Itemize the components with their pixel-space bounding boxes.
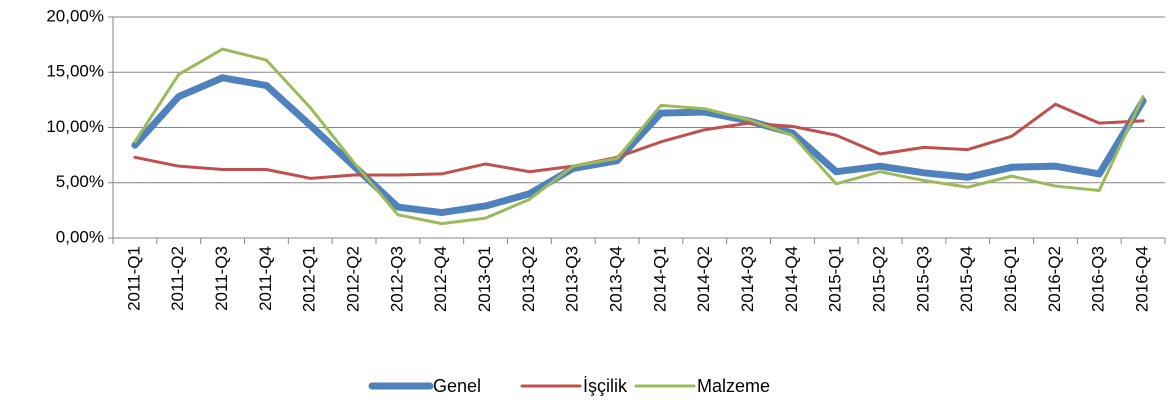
series-line [133, 102, 1145, 180]
x-tick-label: 2015-Q2 [870, 246, 889, 312]
legend-label: İşçilik [583, 376, 628, 396]
x-tick-label: 2015-Q4 [957, 246, 976, 312]
x-tick-label: 2012-Q3 [387, 246, 406, 312]
x-tick-label: 2016-Q1 [1001, 246, 1020, 312]
y-tick-label: 5,00% [56, 172, 104, 191]
x-tick-label: 2013-Q1 [475, 246, 494, 312]
x-tick-label: 2013-Q2 [519, 246, 538, 312]
y-tick-label: 15,00% [46, 62, 104, 81]
x-tick-label: 2015-Q3 [913, 246, 932, 312]
x-tick-label: 2014-Q4 [782, 246, 801, 312]
x-tick-label: 2011-Q3 [212, 246, 231, 311]
x-tick-label: 2011-Q2 [168, 246, 187, 311]
x-tick-label: 2011-Q4 [256, 246, 275, 311]
x-tick-label: 2016-Q3 [1089, 246, 1108, 312]
x-tick-label: 2012-Q1 [300, 246, 319, 312]
y-tick-label: 0,00% [56, 227, 104, 246]
x-tick-label: 2014-Q2 [694, 246, 713, 312]
x-tick-label: 2016-Q4 [1133, 246, 1152, 312]
series-line [131, 74, 1147, 217]
x-tick-label: 2012-Q4 [431, 246, 450, 312]
y-tick-label: 20,00% [46, 6, 104, 25]
x-tick-label: 2016-Q2 [1045, 246, 1064, 312]
x-tick-label: 2012-Q2 [344, 246, 363, 312]
x-tick-label: 2013-Q3 [563, 246, 582, 312]
x-tick-label: 2014-Q1 [650, 246, 669, 312]
legend-label: Genel [433, 376, 481, 396]
y-tick-label: 10,00% [46, 117, 104, 136]
x-tick-label: 2015-Q1 [826, 246, 845, 312]
x-tick-label: 2014-Q3 [738, 246, 757, 312]
series-line [133, 47, 1145, 226]
legend-label: Malzeme [697, 376, 770, 396]
x-tick-label: 2013-Q4 [607, 246, 626, 312]
x-tick-label: 2011-Q1 [124, 246, 143, 311]
